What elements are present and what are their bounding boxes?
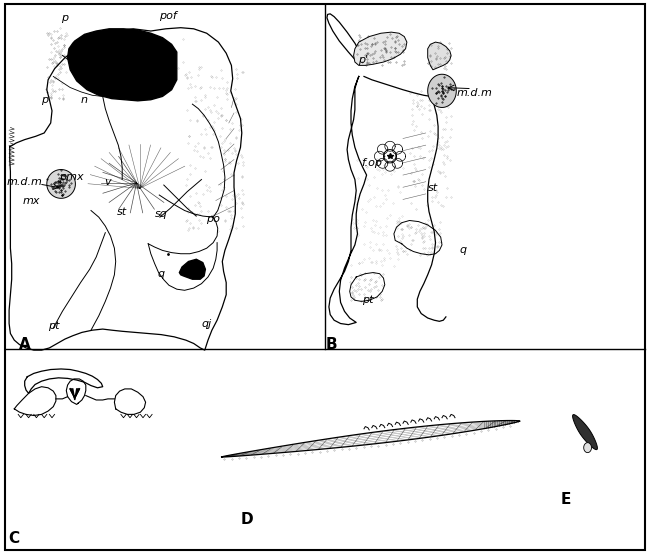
Text: B: B <box>326 337 337 352</box>
Text: n: n <box>81 95 88 105</box>
Text: m.d.m: m.d.m <box>456 88 493 98</box>
Polygon shape <box>428 42 451 70</box>
Text: p': p' <box>358 55 368 65</box>
Polygon shape <box>354 32 407 65</box>
Text: q: q <box>158 269 164 279</box>
Text: pt: pt <box>47 321 59 331</box>
Text: C: C <box>8 531 20 546</box>
Text: pt: pt <box>362 295 374 305</box>
Text: f.op: f.op <box>361 158 382 168</box>
Text: sq: sq <box>155 209 168 219</box>
Text: pof: pof <box>159 11 177 20</box>
Text: m.d.m: m.d.m <box>6 177 43 187</box>
Text: qj: qj <box>202 319 212 329</box>
Polygon shape <box>70 389 79 400</box>
Polygon shape <box>221 420 520 457</box>
Text: mx: mx <box>23 196 40 206</box>
Text: v: v <box>104 177 110 187</box>
Polygon shape <box>47 170 75 198</box>
Text: st: st <box>117 207 127 217</box>
Text: p: p <box>41 95 47 105</box>
Polygon shape <box>573 414 597 450</box>
Polygon shape <box>428 74 456 107</box>
Text: st: st <box>428 183 438 193</box>
Text: D: D <box>240 512 254 527</box>
Text: po: po <box>206 214 220 224</box>
Text: E: E <box>560 492 571 507</box>
Polygon shape <box>179 259 205 279</box>
Text: A: A <box>19 337 31 352</box>
Polygon shape <box>584 443 592 453</box>
Text: p: p <box>62 13 68 23</box>
Text: pmx: pmx <box>59 172 84 182</box>
Text: q: q <box>460 245 466 255</box>
Polygon shape <box>68 29 177 101</box>
